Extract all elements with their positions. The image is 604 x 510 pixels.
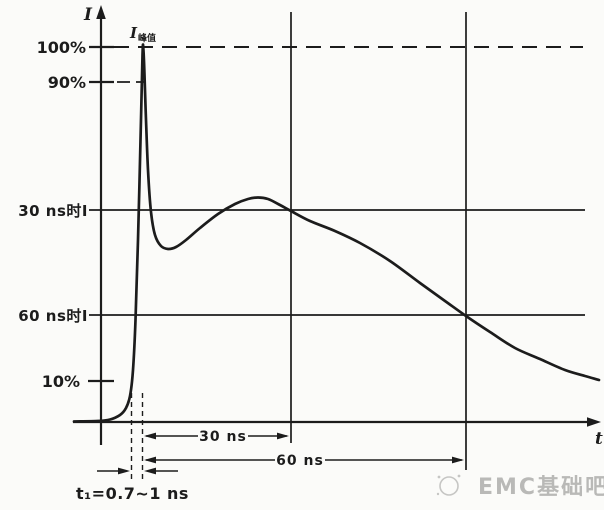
label-current-at-60ns: 60 ns时I — [18, 307, 88, 325]
dim-30ns-right-arrow-icon — [277, 432, 289, 440]
dim-60ns-right-arrow-icon — [452, 456, 464, 464]
dim-30ns-left-arrow-icon — [144, 432, 156, 440]
peak-current-label: I峰值 — [129, 24, 156, 44]
y-axis-arrow-icon — [96, 5, 106, 19]
x-axis-arrow-icon — [587, 417, 601, 427]
watermark-text: EMC基础吧 — [478, 475, 604, 500]
watermark-logo-dot — [457, 474, 461, 478]
rise-time-right-arrow-icon — [144, 467, 156, 475]
watermark-logo-icon — [439, 476, 459, 496]
dim-60ns-left-arrow-icon — [144, 456, 156, 464]
label-90-percent: 90% — [48, 73, 86, 92]
watermark: EMC基础吧 — [436, 474, 604, 500]
x-axis-label: t — [595, 429, 603, 449]
peak-current-symbol: I — [129, 24, 138, 42]
rise-time-left-arrow-icon — [118, 467, 130, 475]
label-100-percent: 100% — [37, 38, 86, 57]
label-10-percent: 10% — [42, 372, 80, 391]
discharge-current-curve — [72, 43, 601, 423]
dim-60ns-label-bg — [275, 450, 325, 469]
label-current-at-30ns: 30 ns时I — [18, 202, 88, 220]
dim-60ns-label: 60 ns — [276, 453, 324, 469]
dim-30ns-label: 30 ns — [199, 429, 247, 445]
y-axis-label: I — [83, 5, 93, 25]
rise-time-label: t₁=0.7~1 ns — [76, 484, 189, 503]
watermark-logo-dot — [437, 475, 441, 479]
peak-current-subscript: 峰值 — [138, 32, 156, 44]
dim-30ns-label-bg — [198, 426, 248, 445]
watermark-logo-dot — [436, 492, 440, 496]
